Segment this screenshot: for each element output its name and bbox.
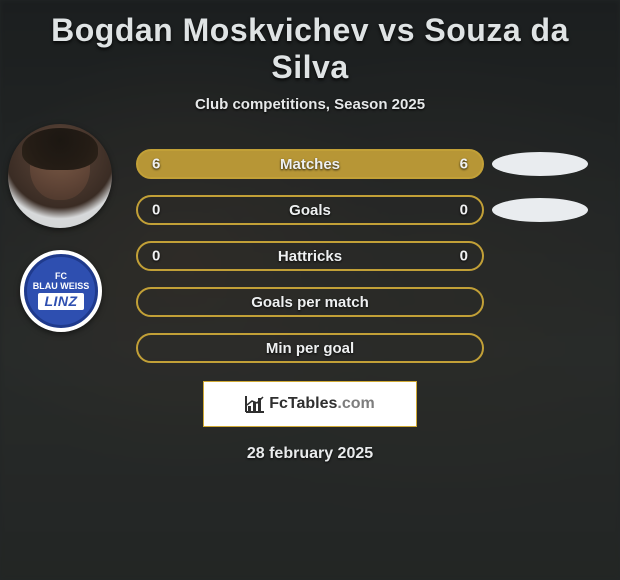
stat-right-value: 0 xyxy=(460,248,468,265)
stat-right-value: 0 xyxy=(460,202,468,219)
stat-pill: Min per goal xyxy=(136,333,484,363)
page-title: Bogdan Moskvichev vs Souza da Silva xyxy=(20,12,600,86)
footer-attribution: FcTables.com xyxy=(203,381,417,427)
stat-label: Min per goal xyxy=(266,340,354,357)
stat-label: Goals xyxy=(289,202,331,219)
footer-brand: FcTables.com xyxy=(269,395,375,413)
stat-label: Matches xyxy=(280,156,340,173)
card-content: Bogdan Moskvichev vs Souza da Silva Club… xyxy=(0,0,620,463)
stat-label: Goals per match xyxy=(251,294,369,311)
stat-row: Min per goal xyxy=(0,333,620,363)
stat-right-value: 6 xyxy=(460,156,468,173)
stat-pill: Goals per match xyxy=(136,287,484,317)
stat-pill: 0 Hattricks 0 xyxy=(136,241,484,271)
page-subtitle: Club competitions, Season 2025 xyxy=(0,96,620,113)
stat-row: 6 Matches 6 xyxy=(0,149,620,179)
stat-left-value: 0 xyxy=(152,202,160,219)
footer-brand-name: FcTables xyxy=(269,395,337,412)
stat-left-value: 6 xyxy=(152,156,160,173)
chart-icon xyxy=(245,395,265,413)
stat-row: 0 Hattricks 0 xyxy=(0,241,620,271)
side-ellipse xyxy=(492,152,588,176)
stat-row: 0 Goals 0 xyxy=(0,195,620,225)
footer-brand-tld: .com xyxy=(337,395,374,412)
stat-row: Goals per match xyxy=(0,287,620,317)
stat-pill: 0 Goals 0 xyxy=(136,195,484,225)
side-ellipse xyxy=(492,198,588,222)
footer-date: 28 february 2025 xyxy=(0,445,620,463)
stat-left-value: 0 xyxy=(152,248,160,265)
stat-pill: 6 Matches 6 xyxy=(136,149,484,179)
stat-label: Hattricks xyxy=(278,248,342,265)
